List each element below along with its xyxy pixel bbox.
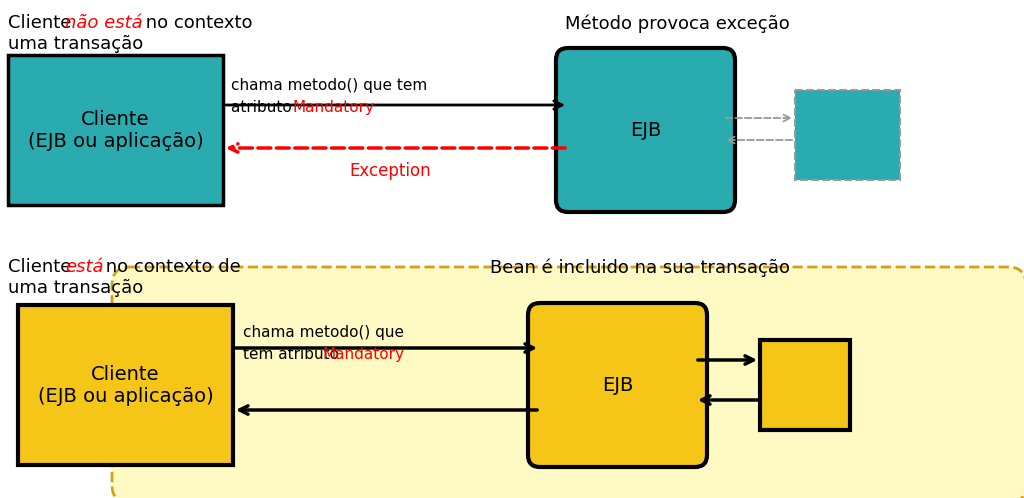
Text: no contexto: no contexto (140, 14, 253, 32)
Text: Bean é incluido na sua transação: Bean é incluido na sua transação (490, 258, 790, 276)
Text: uma transação: uma transação (8, 35, 143, 53)
Text: Exception: Exception (349, 162, 431, 180)
Text: uma transação: uma transação (8, 279, 143, 297)
Text: EJB: EJB (630, 121, 662, 139)
Text: tem atributo: tem atributo (243, 347, 344, 362)
Text: Mandatory: Mandatory (293, 100, 375, 115)
Text: Cliente
(EJB ou aplicação): Cliente (EJB ou aplicação) (38, 365, 213, 405)
FancyBboxPatch shape (112, 267, 1024, 498)
FancyBboxPatch shape (8, 55, 223, 205)
Text: EJB: EJB (602, 375, 633, 394)
Text: Cliente: Cliente (8, 258, 77, 276)
Text: Cliente
(EJB ou aplicação): Cliente (EJB ou aplicação) (28, 110, 204, 150)
Text: chama metodo() que tem: chama metodo() que tem (231, 78, 427, 93)
Text: não está: não está (65, 14, 142, 32)
Text: Mandatory: Mandatory (323, 347, 406, 362)
Text: Método provoca exceção: Método provoca exceção (565, 14, 790, 32)
FancyBboxPatch shape (760, 340, 850, 430)
Text: está: está (65, 258, 103, 276)
Text: chama metodo() que: chama metodo() que (243, 325, 404, 340)
Text: no contexto de: no contexto de (100, 258, 241, 276)
Text: atributo: atributo (231, 100, 297, 115)
FancyBboxPatch shape (18, 305, 233, 465)
FancyBboxPatch shape (556, 48, 735, 212)
FancyBboxPatch shape (528, 303, 707, 467)
FancyBboxPatch shape (795, 90, 900, 180)
Text: Cliente: Cliente (8, 14, 77, 32)
